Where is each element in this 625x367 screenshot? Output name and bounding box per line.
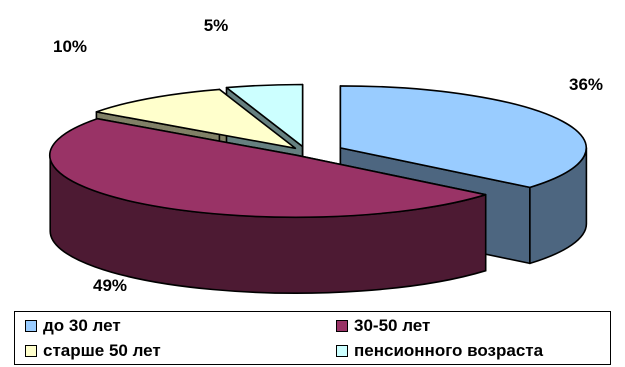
pie-chart: 36% 49% 10% 5% xyxy=(0,0,625,310)
legend-item-do-30-let: до 30 лет xyxy=(25,315,121,337)
chart-legend: до 30 лет 30-50 лет старше 50 лет пенсио… xyxy=(14,311,611,365)
legend-label: до 30 лет xyxy=(43,316,121,336)
legend-swatch xyxy=(25,320,37,332)
slice-label-pensionnogo-vozrasta: 5% xyxy=(204,16,229,35)
legend-item-pensionnogo-vozrasta: пенсионного возраста xyxy=(336,340,543,362)
slice-label-30-50-let: 49% xyxy=(93,276,127,295)
legend-item-starshe-50-let: старше 50 лет xyxy=(25,340,161,362)
legend-item-30-50-let: 30-50 лет xyxy=(336,315,430,337)
legend-label: старше 50 лет xyxy=(43,341,161,361)
legend-label: пенсионного возраста xyxy=(354,341,543,361)
slice-label-do-30-let: 36% xyxy=(569,75,603,94)
legend-label: 30-50 лет xyxy=(354,316,430,336)
slice-label-starshe-50-let: 10% xyxy=(53,37,87,56)
legend-swatch xyxy=(336,320,348,332)
legend-swatch xyxy=(25,345,37,357)
legend-swatch xyxy=(336,345,348,357)
